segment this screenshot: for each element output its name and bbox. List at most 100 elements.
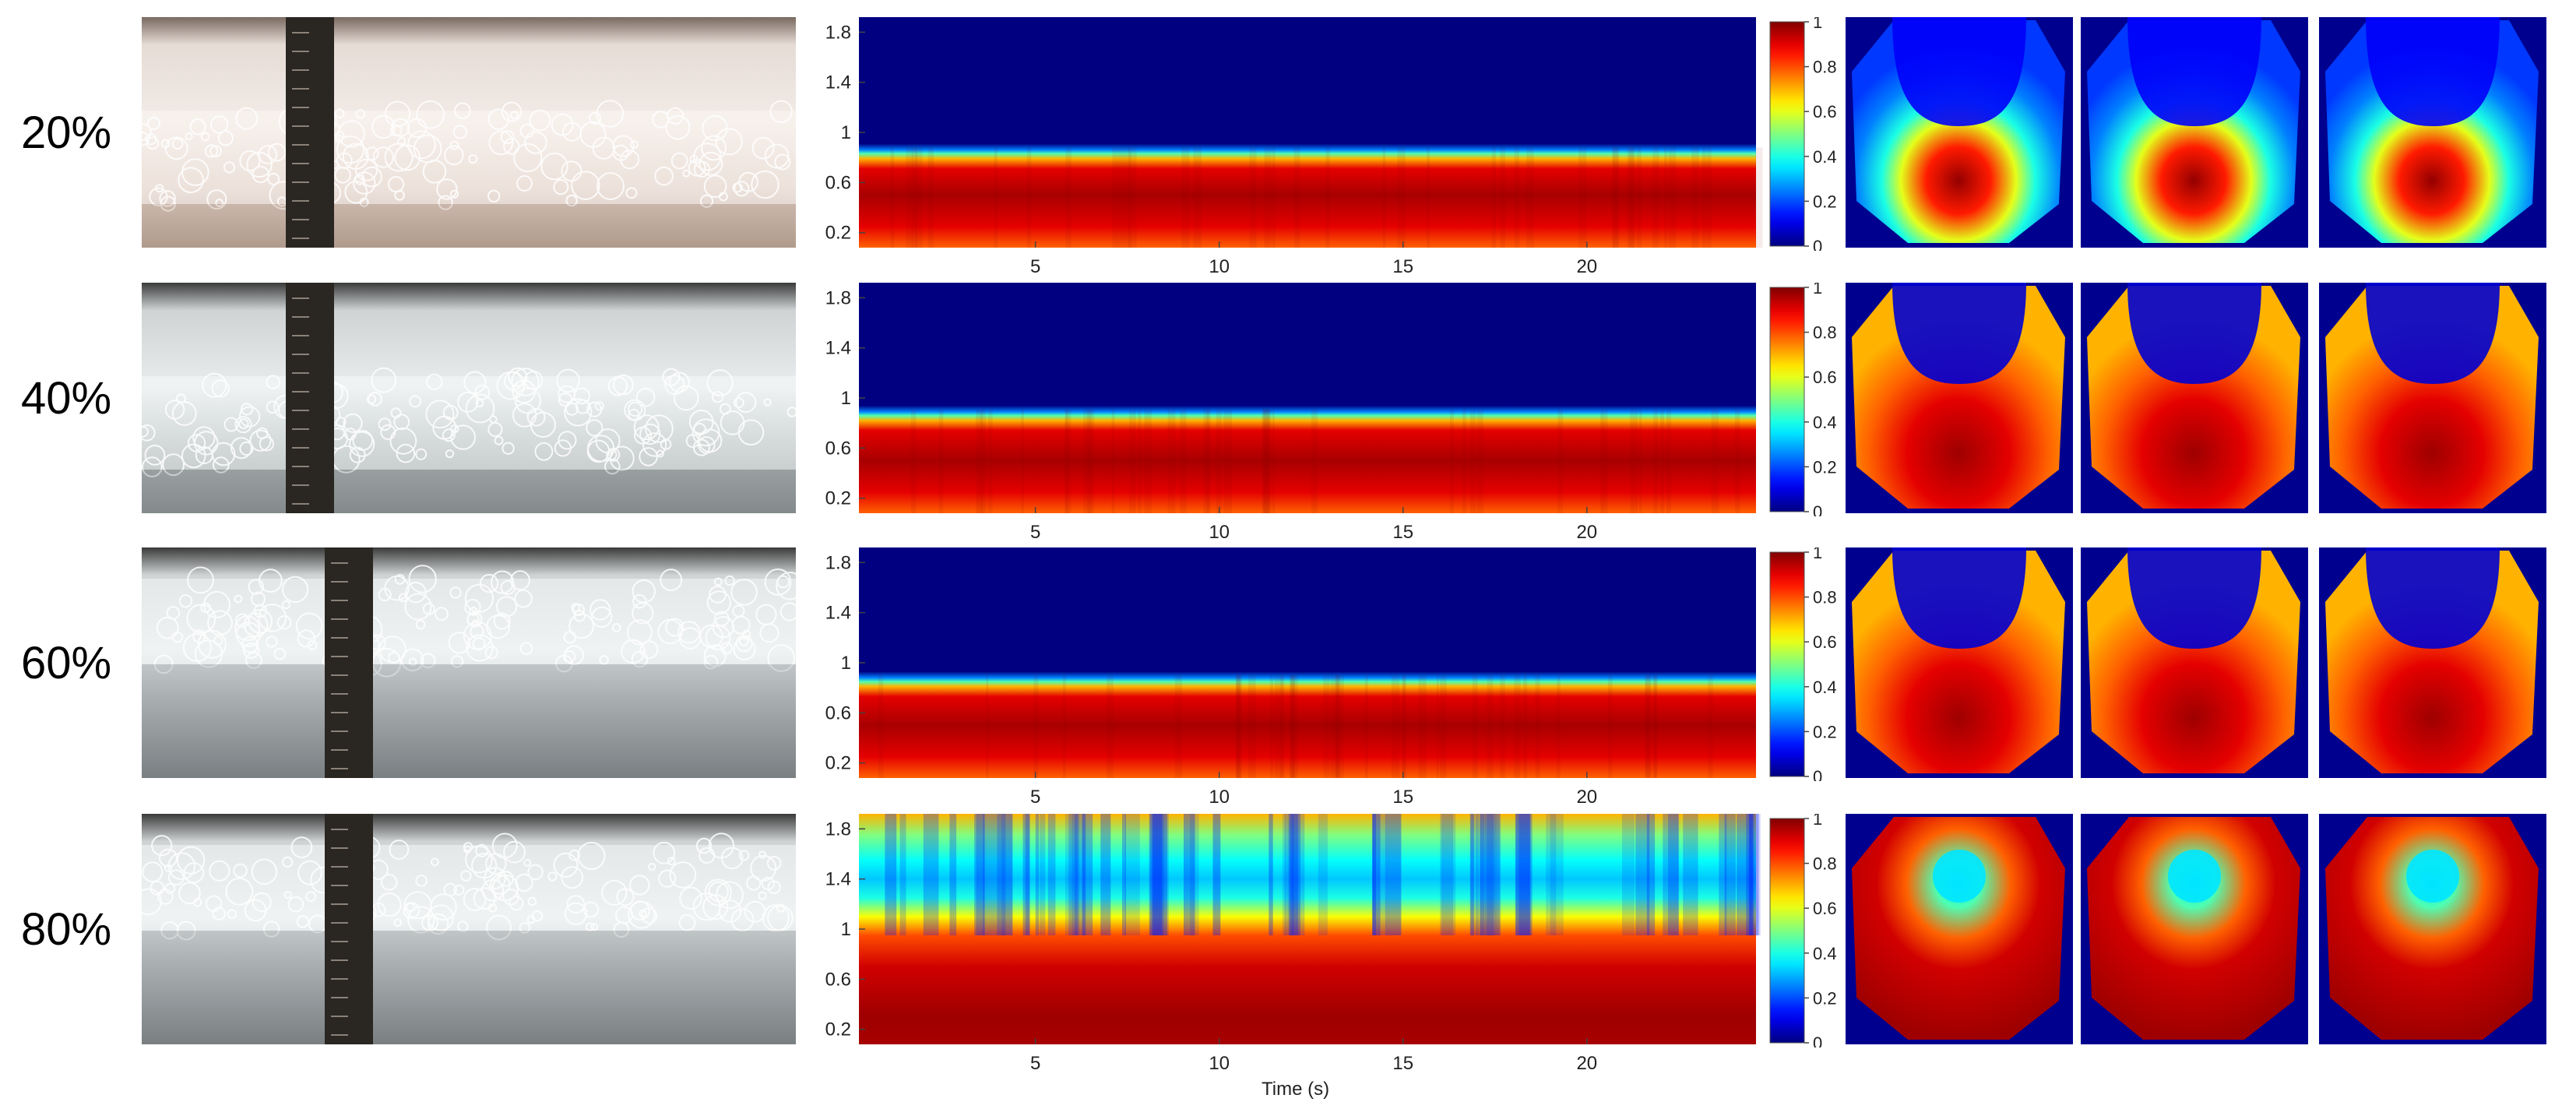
temporal-streak xyxy=(1397,147,1406,248)
temporal-streak xyxy=(1083,814,1093,936)
colorbar-tick-label: 0.6 xyxy=(1813,632,1837,652)
bubble xyxy=(501,442,515,455)
bubble xyxy=(436,178,458,200)
bubble xyxy=(187,566,214,594)
temporal-streak xyxy=(1622,814,1635,936)
bubble xyxy=(434,607,449,621)
cross-section-image xyxy=(2319,17,2546,248)
measuring-tape xyxy=(286,283,334,513)
temporal-streak xyxy=(1174,675,1182,778)
temporal-streak xyxy=(1100,814,1111,936)
bubble xyxy=(481,878,505,902)
colorbar-svg: 0 0.2 0.4 0.6 0.8 1 xyxy=(1769,809,1837,1053)
bubble xyxy=(658,869,677,888)
bubble xyxy=(142,123,152,141)
colorbar-tick-label: 1 xyxy=(1813,547,1822,562)
bubble xyxy=(496,371,526,400)
bubble xyxy=(215,199,224,207)
colorbar-svg: 0 0.2 0.4 0.6 0.8 1 xyxy=(1769,543,1837,787)
y-tick-label: 0.2 xyxy=(825,1019,851,1040)
temporal-streak xyxy=(885,814,897,936)
cross-section-svg xyxy=(1846,17,2073,248)
bubble xyxy=(142,456,163,477)
colorbar-tick-label: 1 xyxy=(1813,814,1822,829)
temporal-streak xyxy=(1546,814,1557,936)
bubble xyxy=(715,128,743,156)
bubble xyxy=(551,113,574,136)
bubble xyxy=(445,449,455,459)
bubble xyxy=(660,569,683,592)
temporal-streak xyxy=(1487,814,1500,936)
cross-section-image xyxy=(1846,283,2073,513)
bubble xyxy=(512,379,536,403)
bubble xyxy=(594,401,604,411)
temporal-streak xyxy=(1472,675,1478,778)
bubble xyxy=(703,654,719,670)
cross-section-image xyxy=(1846,17,2073,248)
bubble xyxy=(639,909,647,918)
bubble xyxy=(202,372,227,398)
bubble xyxy=(490,874,511,895)
bubble xyxy=(632,579,656,604)
y-tick-label: 1 xyxy=(841,653,851,674)
bubble xyxy=(566,895,586,914)
temporal-streak xyxy=(910,409,917,513)
temporal-streak xyxy=(1129,409,1136,513)
bubble xyxy=(493,612,511,630)
gas-fraction-label: 20% xyxy=(20,107,112,158)
bubble xyxy=(677,621,701,644)
temporal-streak xyxy=(1636,147,1642,248)
bubble xyxy=(267,172,280,185)
bubble xyxy=(178,882,201,905)
bubble xyxy=(342,143,369,170)
temporal-streak xyxy=(1065,147,1072,248)
void-fraction-heatmap: 0.2 0.6 1 1.4 1.8 5 10 15 20 xyxy=(804,17,1766,286)
bubble xyxy=(343,413,363,433)
temporal-streak xyxy=(1646,814,1656,936)
bubble xyxy=(596,100,625,128)
bubble xyxy=(403,891,432,920)
bubble xyxy=(527,896,537,907)
temporal-streak xyxy=(1318,814,1328,936)
bubble xyxy=(695,837,713,854)
temporal-streak xyxy=(1557,675,1561,778)
temporal-streak xyxy=(1652,675,1658,778)
temporal-streak xyxy=(1449,409,1454,513)
colorbar-tick-label: 0 xyxy=(1813,767,1822,781)
bubble xyxy=(699,151,723,176)
temporal-streak xyxy=(1485,814,1497,936)
temporal-streak xyxy=(1630,409,1638,513)
temporal-streak xyxy=(1462,409,1467,513)
temporal-streak xyxy=(1470,814,1485,936)
bubble xyxy=(408,657,417,667)
bubble xyxy=(568,849,580,861)
bubble xyxy=(711,390,724,403)
bubble xyxy=(336,135,365,164)
temporal-streak xyxy=(923,814,939,936)
temporal-streak xyxy=(1691,147,1699,248)
bubble xyxy=(556,368,580,393)
temporal-streak xyxy=(1025,814,1030,936)
bubble xyxy=(629,875,650,896)
temporal-streak xyxy=(982,814,985,936)
temporal-streak xyxy=(1289,675,1295,778)
colorbar-tick-label: 0.4 xyxy=(1813,944,1837,963)
heatmap-svg: 0.2 0.6 1 1.4 1.8 5 10 15 20 xyxy=(825,283,1756,543)
bubble xyxy=(388,176,405,193)
bubble xyxy=(209,860,231,882)
colorbar-tick-label: 0.8 xyxy=(1813,854,1837,874)
temporal-streak xyxy=(1138,409,1142,513)
temporal-streak xyxy=(1206,409,1209,513)
temporal-streak xyxy=(1001,814,1006,936)
bubble xyxy=(239,150,261,171)
bubble xyxy=(553,852,579,878)
heatmap-field xyxy=(859,283,1756,513)
temporal-streak xyxy=(1654,675,1657,778)
y-tick-label: 0.2 xyxy=(825,223,851,244)
bubble xyxy=(679,886,702,910)
temporal-streak xyxy=(1515,814,1530,936)
temporal-streak xyxy=(1235,675,1240,778)
bubble xyxy=(403,902,421,919)
bubble xyxy=(146,136,160,150)
bubble xyxy=(167,869,185,886)
